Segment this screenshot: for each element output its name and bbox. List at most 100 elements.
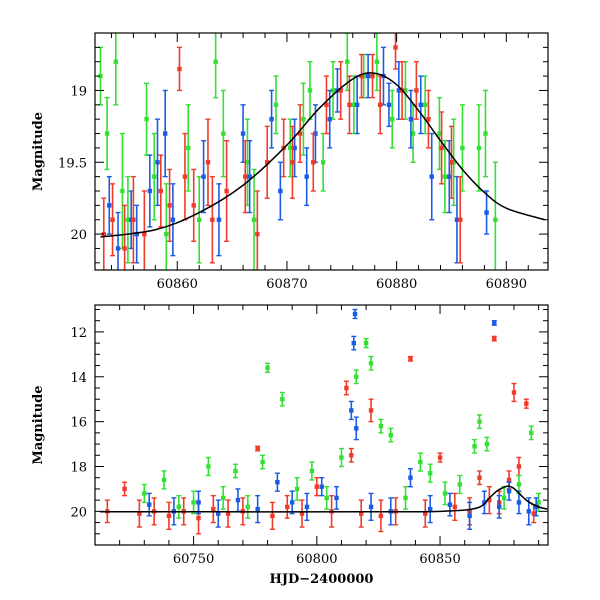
red-data-point xyxy=(377,102,383,108)
green-data-point xyxy=(324,495,329,501)
blue-data-point xyxy=(516,500,522,505)
red-data-point xyxy=(349,453,354,458)
green-data-point xyxy=(265,365,270,371)
red-data-point xyxy=(524,401,529,406)
green-data-point xyxy=(422,102,428,108)
x-tick-label: 60880 xyxy=(376,277,417,292)
red-data-point xyxy=(408,356,413,362)
green-data-point xyxy=(374,59,380,64)
red-data-point xyxy=(370,73,375,79)
blue-data-point xyxy=(454,217,460,222)
green-series xyxy=(141,337,542,519)
y-tick-label: 19 xyxy=(70,84,87,99)
green-data-point xyxy=(307,88,313,93)
axes-frame xyxy=(94,304,549,546)
red-data-point xyxy=(182,174,188,179)
blue-data-point xyxy=(429,174,434,179)
blue-data-point xyxy=(427,506,433,512)
red-data-point xyxy=(378,513,384,519)
green-data-point xyxy=(273,102,279,108)
red-data-point xyxy=(290,160,295,165)
red-data-point xyxy=(344,385,349,391)
green-data-point xyxy=(221,131,226,136)
y-tick-label: 18 xyxy=(70,460,87,475)
blue-data-point xyxy=(408,116,414,122)
y-axis-label: Magnitude xyxy=(31,112,46,191)
red-data-point xyxy=(311,160,316,165)
blue-data-point xyxy=(255,506,260,512)
blue-data-point xyxy=(247,174,252,179)
red-data-point xyxy=(452,504,458,510)
y-axis-label: Magnitude xyxy=(31,385,46,464)
plot-area xyxy=(97,33,545,270)
blue-data-point xyxy=(408,475,413,480)
y-tick-label: 14 xyxy=(70,371,87,386)
green-data-point xyxy=(390,116,395,122)
blue-data-point xyxy=(352,311,358,317)
red-data-point xyxy=(137,511,142,516)
blue-data-point xyxy=(201,174,206,179)
green-data-point xyxy=(442,491,448,496)
green-data-point xyxy=(164,231,169,237)
red-data-point xyxy=(492,336,497,341)
red-data-point xyxy=(531,511,536,516)
red-data-point xyxy=(211,506,216,512)
blue-data-point xyxy=(396,88,402,93)
blue-data-point xyxy=(115,246,121,251)
green-data-point xyxy=(536,500,541,505)
blue-data-point xyxy=(327,116,332,122)
green-data-point xyxy=(144,116,149,122)
red-data-point xyxy=(423,511,428,516)
red-data-point xyxy=(437,455,443,460)
blue-data-point xyxy=(354,426,359,431)
green-data-point xyxy=(191,500,196,505)
green-data-point xyxy=(354,374,359,379)
red-data-point xyxy=(458,217,463,222)
red-data-point xyxy=(414,88,419,93)
red-data-point xyxy=(393,45,398,50)
green-data-point xyxy=(403,88,408,93)
green-data-point xyxy=(220,495,226,501)
green-data-point xyxy=(120,188,125,194)
red-data-point xyxy=(255,446,260,451)
red-data-point xyxy=(225,511,231,516)
blue-data-point xyxy=(147,502,152,507)
red-data-point xyxy=(487,497,492,503)
green-data-point xyxy=(418,459,423,465)
blue-data-point xyxy=(526,509,531,514)
y-tick-label: 20 xyxy=(70,228,87,243)
blue-data-point xyxy=(216,217,222,222)
y-tick-label: 16 xyxy=(70,416,87,431)
red-data-point xyxy=(297,131,303,136)
red-series xyxy=(101,33,463,270)
blue-data-point xyxy=(278,188,283,194)
blue-data-point xyxy=(147,188,153,194)
red-data-point xyxy=(122,486,127,492)
blue-data-point xyxy=(134,231,139,237)
blue-data-point xyxy=(235,497,241,503)
blue-data-point xyxy=(216,511,221,516)
blue-data-point xyxy=(482,500,487,505)
green-data-point xyxy=(245,160,250,165)
blue-data-point xyxy=(162,131,168,136)
blue-data-point xyxy=(506,488,512,494)
y-tick-label: 19.5 xyxy=(58,156,87,171)
green-data-point xyxy=(442,174,448,179)
green-data-point xyxy=(363,340,369,346)
x-tick-label: 60800 xyxy=(296,552,337,567)
green-data-point xyxy=(330,88,336,93)
green-data-point xyxy=(288,145,293,151)
blue-data-point xyxy=(334,495,339,501)
red-data-point xyxy=(347,102,352,108)
red-data-point xyxy=(439,145,444,151)
red-data-point xyxy=(142,231,147,237)
blue-data-point xyxy=(240,131,246,136)
green-data-point xyxy=(186,145,191,151)
green-data-point xyxy=(501,495,507,501)
red-data-point xyxy=(110,217,115,222)
red-data-point xyxy=(511,390,517,395)
blue-data-point xyxy=(368,504,374,510)
green-data-point xyxy=(213,59,218,64)
axes-frame xyxy=(94,32,549,271)
green-data-point xyxy=(410,131,416,136)
